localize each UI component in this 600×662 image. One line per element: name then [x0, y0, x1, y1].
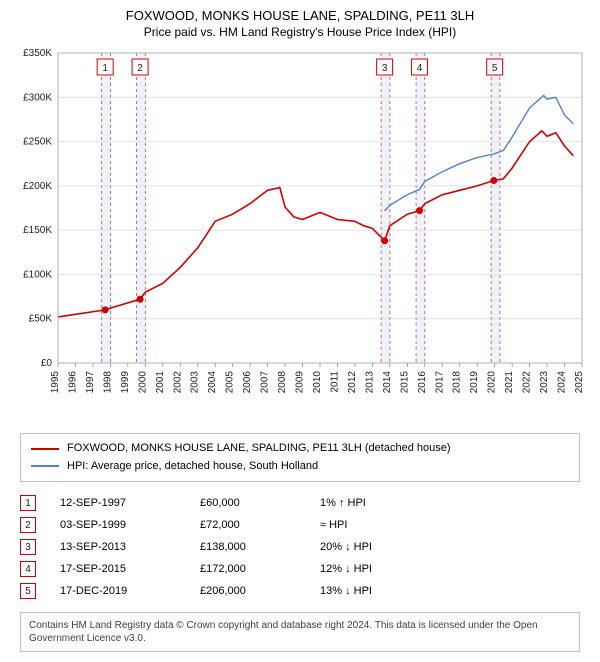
- svg-text:£300K: £300K: [23, 92, 52, 103]
- svg-text:2025: 2025: [574, 371, 585, 394]
- transaction-row: 3 13-SEP-2013£138,00020% ↓ HPI: [20, 536, 580, 558]
- transaction-date: 03-SEP-1999: [60, 519, 200, 531]
- svg-text:2015: 2015: [399, 371, 410, 394]
- svg-text:1996: 1996: [67, 371, 78, 394]
- svg-text:2017: 2017: [434, 371, 445, 394]
- svg-text:2003: 2003: [190, 371, 201, 394]
- svg-text:2009: 2009: [295, 371, 306, 394]
- svg-text:4: 4: [417, 63, 423, 74]
- svg-text:£50K: £50K: [29, 314, 53, 325]
- svg-text:5: 5: [492, 63, 498, 74]
- svg-text:1999: 1999: [120, 371, 131, 394]
- svg-text:2005: 2005: [225, 371, 236, 394]
- transaction-price: £206,000: [200, 585, 320, 597]
- legend-swatch: [31, 465, 59, 467]
- svg-text:£100K: £100K: [23, 269, 52, 280]
- svg-text:2022: 2022: [522, 371, 533, 394]
- svg-text:2019: 2019: [469, 371, 480, 394]
- transaction-row: 5 17-DEC-2019£206,00013% ↓ HPI: [20, 580, 580, 602]
- transaction-marker: 2: [20, 517, 36, 533]
- svg-text:2006: 2006: [242, 371, 253, 394]
- svg-text:2007: 2007: [260, 371, 271, 394]
- svg-text:2002: 2002: [172, 371, 183, 394]
- transaction-date: 17-SEP-2015: [60, 563, 200, 575]
- transaction-marker: 3: [20, 539, 36, 555]
- svg-text:2023: 2023: [539, 371, 550, 394]
- svg-text:1997: 1997: [85, 371, 96, 394]
- svg-text:2024: 2024: [557, 371, 568, 394]
- transaction-price: £172,000: [200, 563, 320, 575]
- transaction-row: 2 03-SEP-1999£72,000≈ HPI: [20, 514, 580, 536]
- transaction-date: 13-SEP-2013: [60, 541, 200, 553]
- chart-svg: 1 2 3 4 5 £0 £50K £100K £150K £200K £250K £300K £350…: [10, 45, 590, 425]
- legend: FOXWOOD, MONKS HOUSE LANE, SPALDING, PE1…: [20, 433, 580, 482]
- transaction-diff: ≈ HPI: [320, 519, 480, 531]
- transactions-table: 112-SEP-1997£60,0001% ↑ HPI203-SEP-1999£…: [20, 492, 580, 602]
- transaction-price: £72,000: [200, 519, 320, 531]
- title-block: FOXWOOD, MONKS HOUSE LANE, SPALDING, PE1…: [10, 8, 590, 39]
- transaction-diff: 1% ↑ HPI: [320, 497, 480, 509]
- svg-text:2011: 2011: [329, 371, 340, 393]
- chart-container: FOXWOOD, MONKS HOUSE LANE, SPALDING, PE1…: [0, 0, 600, 662]
- svg-text:£0: £0: [41, 358, 53, 369]
- transaction-row: 4 17-SEP-2015£172,00012% ↓ HPI: [20, 558, 580, 580]
- transaction-row: 1 12-SEP-1997£60,0001% ↑ HPI: [20, 492, 580, 514]
- svg-text:2: 2: [137, 63, 143, 74]
- transaction-marker: 1: [20, 495, 36, 511]
- legend-item: HPI: Average price, detached house, Sout…: [31, 458, 569, 476]
- legend-label: FOXWOOD, MONKS HOUSE LANE, SPALDING, PE1…: [67, 440, 451, 458]
- transaction-diff: 13% ↓ HPI: [320, 585, 480, 597]
- svg-text:2012: 2012: [347, 371, 358, 394]
- svg-text:1: 1: [102, 63, 108, 74]
- svg-text:2010: 2010: [312, 371, 323, 394]
- transaction-diff: 12% ↓ HPI: [320, 563, 480, 575]
- transaction-date: 17-DEC-2019: [60, 585, 200, 597]
- svg-text:£350K: £350K: [23, 48, 52, 59]
- svg-text:2021: 2021: [504, 371, 515, 394]
- transaction-price: £60,000: [200, 497, 320, 509]
- svg-text:2014: 2014: [382, 371, 393, 394]
- svg-text:3: 3: [382, 63, 388, 74]
- footer-attribution: Contains HM Land Registry data © Crown c…: [20, 612, 580, 652]
- legend-item: FOXWOOD, MONKS HOUSE LANE, SPALDING, PE1…: [31, 440, 569, 458]
- title-subtitle: Price paid vs. HM Land Registry's House …: [10, 25, 590, 39]
- svg-text:£250K: £250K: [23, 137, 52, 148]
- transaction-date: 12-SEP-1997: [60, 497, 200, 509]
- transaction-marker: 4: [20, 561, 36, 577]
- svg-text:£200K: £200K: [23, 181, 52, 192]
- svg-text:£150K: £150K: [23, 225, 52, 236]
- transaction-marker: 5: [20, 583, 36, 599]
- title-address: FOXWOOD, MONKS HOUSE LANE, SPALDING, PE1…: [10, 8, 590, 23]
- transaction-price: £138,000: [200, 541, 320, 553]
- svg-text:2013: 2013: [364, 371, 375, 394]
- legend-swatch: [31, 448, 59, 450]
- svg-text:2020: 2020: [487, 371, 498, 394]
- svg-text:2008: 2008: [277, 371, 288, 394]
- svg-text:2016: 2016: [417, 371, 428, 394]
- legend-label: HPI: Average price, detached house, Sout…: [67, 458, 318, 476]
- svg-text:2001: 2001: [155, 371, 166, 394]
- svg-text:1998: 1998: [102, 371, 113, 394]
- svg-text:2018: 2018: [452, 371, 463, 394]
- svg-text:1995: 1995: [50, 371, 61, 394]
- transaction-diff: 20% ↓ HPI: [320, 541, 480, 553]
- svg-text:2004: 2004: [207, 371, 218, 394]
- chart: 1 2 3 4 5 £0 £50K £100K £150K £200K £250K £300K £350…: [10, 45, 590, 425]
- svg-text:2000: 2000: [137, 371, 148, 394]
